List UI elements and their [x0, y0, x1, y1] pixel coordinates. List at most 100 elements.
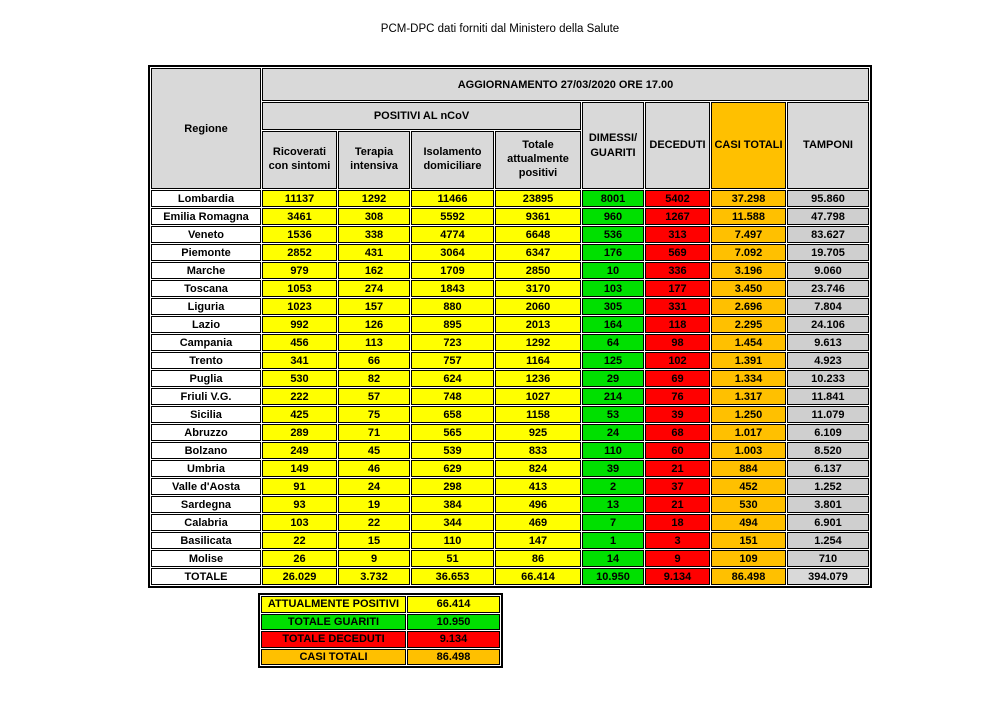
value-cell: 18 — [645, 514, 710, 531]
table-row: Marche 979 162 1709 2850 10 336 3.196 9.… — [151, 262, 869, 279]
region-cell: Molise — [151, 550, 261, 567]
value-cell: 624 — [411, 370, 494, 387]
value-cell: 110 — [582, 442, 644, 459]
value-cell: 21 — [645, 496, 710, 513]
value-cell: 539 — [411, 442, 494, 459]
value-cell: 723 — [411, 334, 494, 351]
total-cell-ricoverati: 26.029 — [262, 568, 337, 585]
value-cell: 1.317 — [711, 388, 786, 405]
value-cell: 23.746 — [787, 280, 869, 297]
value-cell: 1843 — [411, 280, 494, 297]
value-cell: 11.841 — [787, 388, 869, 405]
total-cell-isolamento: 36.653 — [411, 568, 494, 585]
value-cell: 569 — [645, 244, 710, 261]
legend-value: 66.414 — [407, 596, 500, 613]
value-cell: 60 — [645, 442, 710, 459]
value-cell: 22 — [262, 532, 337, 549]
value-cell: 71 — [338, 424, 410, 441]
legend-label: CASI TOTALI — [261, 648, 406, 665]
column-header-dimessi-guariti: DIMESSI/ GUARITI — [582, 102, 644, 189]
table-row: Sicilia 425 75 658 1158 53 39 1.250 11.0… — [151, 406, 869, 423]
value-cell: 151 — [711, 532, 786, 549]
value-cell: 102 — [645, 352, 710, 369]
value-cell: 431 — [338, 244, 410, 261]
table-row: Basilicata 22 15 110 147 1 3 151 1.254 — [151, 532, 869, 549]
value-cell: 1164 — [495, 352, 581, 369]
value-cell: 1.391 — [711, 352, 786, 369]
value-cell: 22 — [338, 514, 410, 531]
group-header-positivi: POSITIVI AL nCoV — [262, 102, 581, 130]
value-cell: 76 — [645, 388, 710, 405]
total-cell-deceduti: 9.134 — [645, 568, 710, 585]
column-header-isolamento: Isolamento domiciliare — [411, 131, 494, 189]
value-cell: 39 — [582, 460, 644, 477]
value-cell: 979 — [262, 262, 337, 279]
region-cell: Abruzzo — [151, 424, 261, 441]
value-cell: 3461 — [262, 208, 337, 225]
value-cell: 1236 — [495, 370, 581, 387]
value-cell: 7 — [582, 514, 644, 531]
value-cell: 2852 — [262, 244, 337, 261]
value-cell: 9.613 — [787, 334, 869, 351]
region-cell: Basilicata — [151, 532, 261, 549]
value-cell: 14 — [582, 550, 644, 567]
value-cell: 469 — [495, 514, 581, 531]
value-cell: 10.233 — [787, 370, 869, 387]
table-row: Campania 456 113 723 1292 64 98 1.454 9.… — [151, 334, 869, 351]
value-cell: 164 — [582, 316, 644, 333]
legend-value: 9.134 — [407, 631, 500, 648]
value-cell: 336 — [645, 262, 710, 279]
value-cell: 1292 — [495, 334, 581, 351]
value-cell: 82 — [338, 370, 410, 387]
value-cell: 11137 — [262, 190, 337, 207]
value-cell: 1.003 — [711, 442, 786, 459]
legend-row: TOTALE DECEDUTI 9.134 — [261, 631, 500, 648]
value-cell: 21 — [645, 460, 710, 477]
value-cell: 103 — [582, 280, 644, 297]
value-cell: 69 — [645, 370, 710, 387]
value-cell: 7.804 — [787, 298, 869, 315]
total-cell-positivi: 66.414 — [495, 568, 581, 585]
table-footer: TOTALE 26.029 3.732 36.653 66.414 10.950… — [151, 568, 869, 585]
value-cell: 305 — [582, 298, 644, 315]
total-row: TOTALE 26.029 3.732 36.653 66.414 10.950… — [151, 568, 869, 585]
value-cell: 47.798 — [787, 208, 869, 225]
value-cell: 19.705 — [787, 244, 869, 261]
value-cell: 11.588 — [711, 208, 786, 225]
region-cell: Marche — [151, 262, 261, 279]
value-cell: 565 — [411, 424, 494, 441]
value-cell: 629 — [411, 460, 494, 477]
value-cell: 3170 — [495, 280, 581, 297]
value-cell: 341 — [262, 352, 337, 369]
value-cell: 1709 — [411, 262, 494, 279]
table-row: Abruzzo 289 71 565 925 24 68 1.017 6.109 — [151, 424, 869, 441]
legend-row: ATTUALMENTE POSITIVI 66.414 — [261, 596, 500, 613]
value-cell: 2.696 — [711, 298, 786, 315]
value-cell: 86 — [495, 550, 581, 567]
summary-legend: ATTUALMENTE POSITIVI 66.414 TOTALE GUARI… — [258, 593, 503, 668]
column-header-ricoverati: Ricoverati con sintomi — [262, 131, 337, 189]
value-cell: 2 — [582, 478, 644, 495]
region-cell: Emilia Romagna — [151, 208, 261, 225]
value-cell: 9 — [338, 550, 410, 567]
value-cell: 1.254 — [787, 532, 869, 549]
table-header: Regione AGGIORNAMENTO 27/03/2020 ORE 17.… — [151, 68, 869, 189]
region-cell: Sicilia — [151, 406, 261, 423]
value-cell: 3.450 — [711, 280, 786, 297]
value-cell: 214 — [582, 388, 644, 405]
table-row: Umbria 149 46 629 824 39 21 884 6.137 — [151, 460, 869, 477]
value-cell: 13 — [582, 496, 644, 513]
value-cell: 177 — [645, 280, 710, 297]
total-cell-casi-totali: 86.498 — [711, 568, 786, 585]
value-cell: 2850 — [495, 262, 581, 279]
region-cell: Campania — [151, 334, 261, 351]
table-row: Trento 341 66 757 1164 125 102 1.391 4.9… — [151, 352, 869, 369]
table-row: Piemonte 2852 431 3064 6347 176 569 7.09… — [151, 244, 869, 261]
value-cell: 1023 — [262, 298, 337, 315]
update-header: AGGIORNAMENTO 27/03/2020 ORE 17.00 — [262, 68, 869, 101]
value-cell: 1053 — [262, 280, 337, 297]
region-cell: Friuli V.G. — [151, 388, 261, 405]
region-cell: Calabria — [151, 514, 261, 531]
value-cell: 308 — [338, 208, 410, 225]
value-cell: 162 — [338, 262, 410, 279]
